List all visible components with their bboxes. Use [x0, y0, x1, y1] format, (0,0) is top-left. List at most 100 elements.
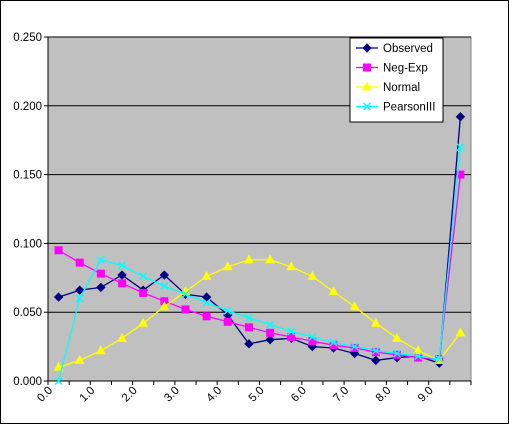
data-point: [54, 246, 63, 255]
data-point: [456, 143, 465, 152]
data-point: [287, 332, 296, 341]
series-pearsoniii: [54, 143, 465, 385]
data-point: [53, 292, 64, 302]
data-point: [117, 270, 127, 280]
legend-label: Observed: [383, 43, 433, 55]
x-tick-label: 6.0: [289, 385, 309, 405]
data-point: [362, 81, 372, 91]
series-line: [58, 259, 461, 368]
data-point: [139, 272, 148, 281]
data-point: [328, 285, 339, 296]
data-point: [455, 112, 466, 122]
data-point: [363, 63, 371, 72]
data-point: [96, 282, 106, 293]
data-point: [223, 317, 232, 326]
x-tick-label: 8.0: [374, 385, 394, 405]
data-point: [96, 255, 105, 264]
y-tick-label: 0.100: [13, 238, 42, 250]
x-tick-label: 3.0: [162, 385, 182, 405]
x-tick-label: 2.0: [120, 385, 140, 405]
data-point: [392, 332, 402, 342]
data-point: [139, 288, 148, 297]
data-point: [371, 348, 380, 357]
data-point: [307, 270, 318, 280]
data-point: [266, 320, 275, 329]
data-point: [308, 332, 317, 341]
data-point: [455, 327, 466, 337]
data-point: [329, 338, 338, 347]
legend-entry: PearsonIII: [356, 102, 435, 114]
x-tick-label: 1.0: [78, 385, 98, 405]
data-point: [349, 301, 360, 311]
data-point: [160, 282, 169, 291]
data-point: [201, 292, 212, 302]
gridlines: [48, 36, 471, 313]
x-axis-ticks: 0.0 1.0 2.0 3.0 4.0 5.0 6.0 7.0 8.0 9.0: [35, 381, 472, 405]
data-point: [435, 354, 444, 363]
data-point: [370, 317, 381, 327]
data-point: [244, 313, 253, 322]
data-point: [371, 355, 381, 366]
legend-entry: Observed: [356, 43, 433, 55]
legend-entry: Normal: [356, 81, 420, 94]
data-point: [159, 270, 170, 280]
x-tick-label: 5.0: [247, 385, 267, 405]
y-tick-label: 0.200: [13, 101, 42, 113]
data-point: [266, 328, 275, 337]
data-point: [223, 306, 232, 315]
series-line: [57, 147, 462, 382]
legend-entry: Neg-Exp: [356, 63, 428, 75]
data-point: [181, 305, 190, 314]
data-point: [117, 332, 127, 342]
series-neg-exp: [54, 170, 465, 363]
data-point: [54, 377, 63, 385]
data-point: [456, 170, 465, 179]
data-point: [138, 317, 149, 327]
data-point: [244, 323, 253, 332]
data-point: [96, 345, 106, 355]
data-point: [74, 354, 85, 364]
data-point: [202, 298, 211, 307]
data-point: [244, 254, 254, 264]
data-point: [286, 261, 297, 271]
data-point: [265, 254, 275, 264]
legend-label: PearsonIII: [383, 102, 435, 114]
data-point: [392, 350, 401, 359]
y-tick-label: 0.000: [13, 376, 42, 388]
data-point: [287, 327, 296, 336]
data-point: [414, 353, 423, 362]
legend-label: Normal: [383, 82, 420, 94]
data-point: [371, 346, 380, 355]
x-tick-label: 9.0: [416, 385, 436, 405]
data-point: [265, 335, 275, 345]
y-tick-label: 0.250: [13, 32, 42, 44]
legend-box: [349, 37, 444, 123]
data-point: [363, 102, 371, 111]
data-point: [181, 290, 190, 299]
y-tick-label: 0.150: [13, 170, 42, 182]
data-point: [392, 349, 401, 358]
data-point: [350, 342, 359, 351]
data-point: [350, 343, 359, 352]
data-point: [222, 261, 233, 271]
y-tick-label: 0.050: [13, 307, 42, 319]
data-point: [413, 345, 423, 355]
y-axis-ticks: 0.000 0.050 0.100 0.150 0.200 0.250: [13, 32, 48, 388]
data-point: [53, 361, 64, 371]
data-point: [118, 279, 127, 288]
data-point: [159, 301, 170, 311]
data-point: [118, 261, 127, 270]
data-point: [202, 312, 211, 321]
data-point: [75, 285, 85, 295]
data-point: [414, 352, 423, 361]
data-point: [96, 269, 105, 278]
data-point: [362, 43, 372, 53]
legend: Observed Neg-Exp Normal PearsonIII: [349, 37, 444, 123]
data-point: [75, 294, 84, 303]
x-tick-label: 4.0: [205, 385, 225, 405]
data-point: [244, 339, 254, 349]
data-point: [75, 258, 84, 267]
series-layer: [53, 112, 466, 385]
